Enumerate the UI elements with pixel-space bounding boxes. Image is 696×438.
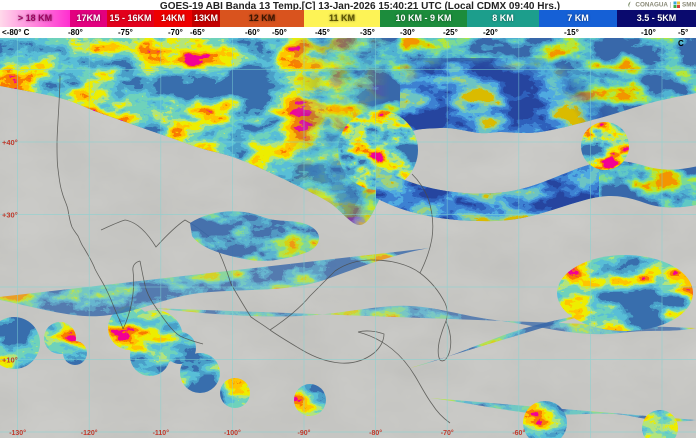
svg-text:-60°: -60° bbox=[512, 429, 525, 437]
svg-text:-110°: -110° bbox=[153, 429, 170, 437]
svg-text:-70°: -70° bbox=[441, 429, 454, 437]
svg-text:-90°: -90° bbox=[298, 429, 311, 437]
svg-text:-80°: -80° bbox=[369, 429, 382, 437]
svg-text:+10°: +10° bbox=[2, 356, 18, 365]
svg-text:-130°: -130° bbox=[9, 429, 26, 437]
svg-text:-100°: -100° bbox=[224, 429, 241, 437]
svg-text:-120°: -120° bbox=[81, 429, 98, 437]
svg-text:+40°: +40° bbox=[2, 138, 18, 147]
svg-text:+30°: +30° bbox=[2, 211, 18, 220]
